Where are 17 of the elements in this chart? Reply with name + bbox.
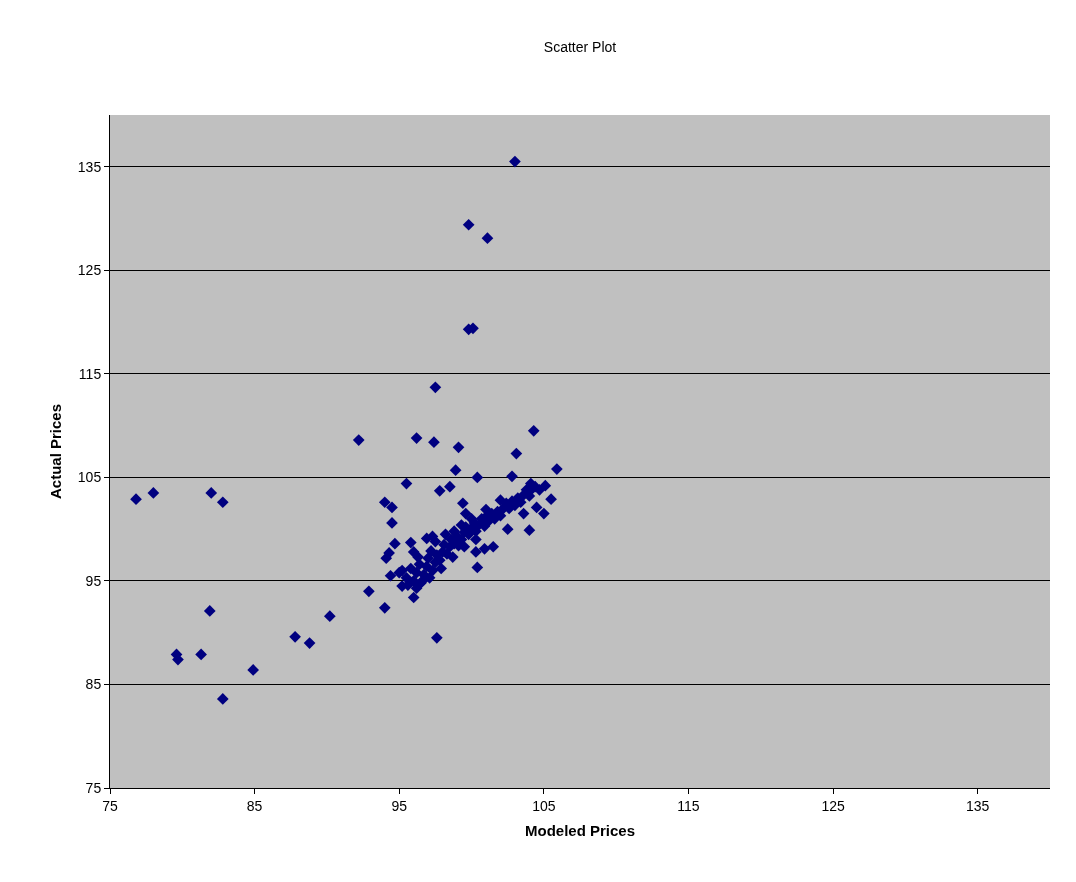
x-tick-label: 115 (677, 797, 700, 814)
x-tick-label: 95 (391, 797, 408, 814)
y-tick-label: 95 (85, 572, 102, 589)
x-tick-label: 135 (966, 797, 990, 814)
x-tick-label: 105 (532, 797, 556, 814)
y-tick-label: 105 (77, 469, 102, 486)
y-tick-label: 115 (78, 365, 102, 382)
x-tick-label: 75 (102, 797, 118, 814)
y-tick-label: 135 (77, 158, 102, 175)
chart-title: Scatter Plot (543, 38, 617, 55)
x-tick-label: 125 (821, 797, 845, 814)
y-axis-title: Actual Prices (47, 403, 65, 500)
x-axis-title: Modeled Prices (524, 821, 636, 839)
x-tick-label: 85 (246, 797, 263, 814)
y-tick-label: 125 (77, 262, 102, 279)
y-tick-label: 85 (85, 676, 102, 693)
y-tick-label: 75 (85, 779, 102, 796)
